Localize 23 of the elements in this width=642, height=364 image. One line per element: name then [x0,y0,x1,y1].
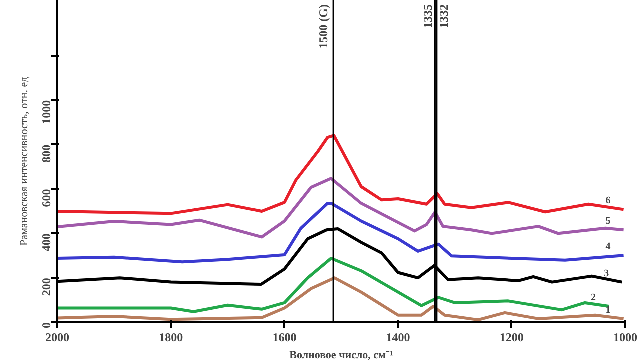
series-label: 2 [591,292,596,304]
x-tick-label: 1400 [386,330,410,344]
y-tick-label: 200 [40,278,54,296]
series-label: 3 [604,268,610,280]
x-axis-title: Волновое число, см⁻¹ [290,350,394,362]
y-tick-label: 600 [40,189,54,208]
y-tick-label: 1000 [40,100,54,124]
x-tick-label: 1800 [159,330,184,344]
x-tick-label: 2000 [46,330,70,344]
ref-line-label: 1500 (G) [316,4,331,49]
x-tick-label: 1600 [272,330,297,344]
series-label: 6 [606,196,611,207]
y-tick-label: 400 [40,234,54,252]
series-label: 4 [606,242,611,253]
series-label: 1 [606,304,611,316]
x-tick-label: 1200 [500,330,524,344]
x-tick-label: 1000 [614,330,638,344]
y-axis-title: Рамановская интенсивность, отн. ед [18,76,30,246]
y-tick-label: 0 [40,322,54,328]
y-tick-label: 800 [40,144,54,163]
ref-line-label: 1335 [421,4,436,28]
ref-line-label: 1332 [436,4,451,28]
series-label: 5 [606,216,611,228]
